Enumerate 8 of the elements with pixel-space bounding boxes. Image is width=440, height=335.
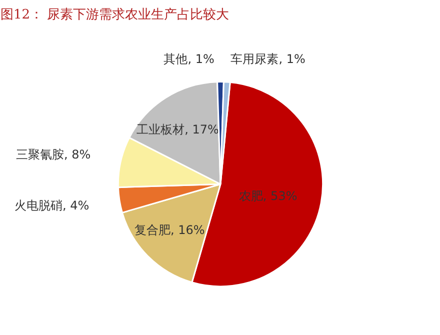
slice-label: 农肥, 53% [238, 189, 298, 204]
slice-label: 火电脱硝, 4% [14, 198, 90, 212]
chart-title: 图12： 尿素下游需求农业生产占比较大 [0, 8, 230, 22]
slice-label: 三聚氰胺, 8% [16, 148, 91, 162]
slice-label: 车用尿素, 1% [230, 52, 306, 66]
slice-label: 其他, 1% [164, 52, 214, 66]
slice-label: 复合肥, 16% [134, 222, 205, 237]
slice-label: 工业板材, 17% [136, 122, 219, 136]
